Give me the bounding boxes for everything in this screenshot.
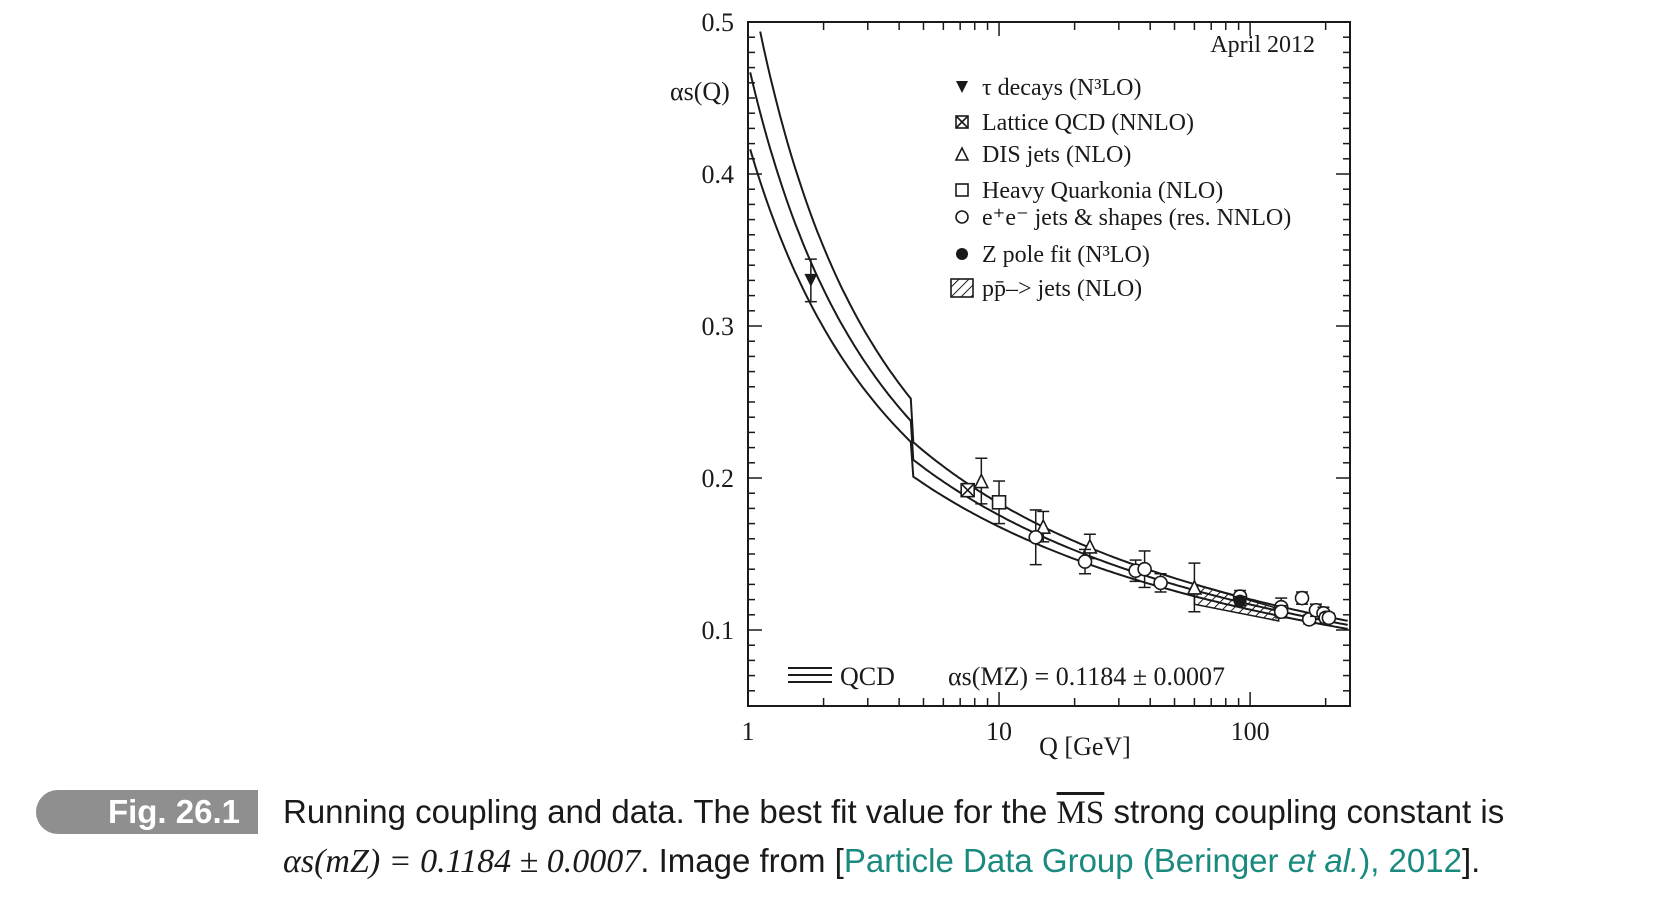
triangle-down-filled-marker — [956, 81, 968, 93]
y-tick-label: 0.4 — [702, 160, 735, 189]
legend-entry: pp̄–> jets (NLO) — [950, 276, 1142, 302]
caption-text: Running coupling and data. The best fit … — [283, 788, 1653, 886]
hatched-box-marker — [950, 278, 974, 298]
figure-caption: Fig. 26.1 Running coupling and data. The… — [36, 790, 1656, 890]
triangle-open-marker — [1186, 579, 1203, 595]
date-annotation: April 2012 — [1210, 32, 1315, 58]
qcd-curve-3 — [759, 31, 1348, 622]
data-point — [991, 480, 1007, 525]
square-x-cross — [955, 115, 969, 129]
legend-entry: τ decays (N³LO) — [956, 75, 1141, 101]
legend-label: pp̄–> jets (NLO) — [982, 276, 1142, 302]
caption-part: ]. — [1461, 842, 1481, 879]
legend: τ decays (N³LO) Lattice QCD (NNLO) DIS jet… — [950, 75, 1291, 302]
data-point — [1028, 509, 1044, 566]
data-point — [1077, 548, 1093, 575]
circle-filled-marker — [956, 248, 968, 260]
citation-main: Particle Data Group (Beringer — [843, 842, 1288, 879]
legend-entry: e⁺e⁻ jets & shapes (res. NNLO) — [955, 205, 1291, 231]
data-point — [1321, 610, 1337, 626]
circle-open-marker — [1137, 561, 1152, 577]
circle-open-marker — [1321, 610, 1337, 626]
citation-link[interactable]: Particle Data Group (Beringer et al.), 2… — [844, 842, 1462, 879]
circle-open-marker — [1273, 604, 1289, 620]
caption-part: Running coupling and data. The best fit … — [283, 793, 1057, 830]
legend-label: Heavy Quarkonia (NLO) — [982, 178, 1223, 204]
data-point — [973, 457, 990, 505]
x-tick-label: 100 — [1231, 717, 1270, 746]
legend-entry: Heavy Quarkonia (NLO) — [955, 178, 1223, 204]
data-point — [1035, 510, 1052, 543]
data-point — [1137, 550, 1152, 589]
legend-label: Lattice QCD (NNLO) — [982, 110, 1194, 136]
ms-bar-symbol: MS — [1056, 795, 1105, 831]
data-point — [1294, 590, 1310, 606]
data-points — [804, 258, 1337, 627]
data-point — [804, 258, 818, 303]
best-fit-label: αs(MZ) = 0.1184 ± 0.0007 — [948, 662, 1225, 691]
data-point — [1233, 594, 1247, 608]
legend-label: τ decays (N³LO) — [982, 75, 1141, 101]
qcd-legend: QCD αs(MZ) = 0.1184 ± 0.0007 — [788, 662, 1225, 691]
y-tick-label: 0.5 — [702, 8, 735, 37]
legend-label: e⁺e⁻ jets & shapes (res. NNLO) — [982, 205, 1291, 231]
data-point — [1153, 573, 1168, 593]
legend-entry: DIS jets (NLO) — [954, 142, 1131, 168]
caption-part: strong coupling constant is — [1104, 793, 1505, 830]
circle-open-marker — [1077, 554, 1093, 569]
y-tick-label: 0.1 — [702, 616, 735, 645]
x-tick-label: 1 — [742, 717, 755, 746]
axis-tick-labels: 1 10 100 0.1 0.2 0.3 0.4 0.5 — [702, 8, 1270, 746]
y-tick-label: 0.3 — [702, 312, 735, 341]
axis-ticks — [747, 21, 1350, 707]
square-x-marker — [960, 482, 975, 498]
triangle-open-marker — [954, 146, 970, 161]
citation-year: ), 2012 — [1359, 842, 1462, 879]
circle-filled-marker — [1233, 594, 1247, 608]
square-open-marker — [955, 183, 969, 197]
legend-label: Z pole fit (N³LO) — [982, 242, 1150, 268]
y-axis-label: αs(Q) — [670, 77, 730, 106]
circle-open-marker — [1153, 575, 1168, 591]
circle-open-marker — [1028, 529, 1044, 545]
caption-line-1: Running coupling and data. The best fit … — [283, 788, 1653, 837]
legend-label: DIS jets (NLO) — [982, 142, 1131, 168]
hatched-box-swatch — [950, 278, 974, 298]
qcd-label: QCD — [840, 662, 895, 691]
triangle-open-marker — [1035, 518, 1052, 534]
caption-part: . Image from [ — [640, 842, 844, 879]
square-x-cross — [960, 483, 975, 498]
x-tick-label: 10 — [986, 717, 1012, 746]
legend-entry: Lattice QCD (NNLO) — [955, 110, 1194, 136]
plot-frame — [747, 21, 1351, 707]
square-open-marker — [991, 495, 1007, 510]
legend-entry: Z pole fit (N³LO) — [956, 242, 1150, 268]
best-fit-formula: αs(mZ) = 0.1184 ± 0.0007 — [283, 843, 641, 880]
circle-open-marker — [955, 210, 969, 224]
citation-etal: et al. — [1287, 842, 1360, 879]
figure-tag: Fig. 26.1 — [36, 790, 258, 834]
triangle-open-marker — [973, 472, 990, 489]
triangle-down-filled-marker — [804, 273, 818, 287]
square-x-marker — [955, 115, 969, 129]
y-tick-label: 0.2 — [702, 464, 735, 493]
circle-open-marker — [1294, 590, 1310, 606]
running-coupling-chart: 1 10 100 0.1 0.2 0.3 0.4 0.5 αs(Q) Q [GeV] Apri… — [670, 8, 1351, 761]
x-axis-label: Q [GeV] — [1039, 732, 1131, 761]
data-point — [960, 482, 975, 498]
caption-line-2: αs(mZ) = 0.1184 ± 0.0007. Image from [Pa… — [283, 837, 1653, 886]
data-point — [1273, 604, 1289, 620]
data-point — [1186, 562, 1203, 613]
